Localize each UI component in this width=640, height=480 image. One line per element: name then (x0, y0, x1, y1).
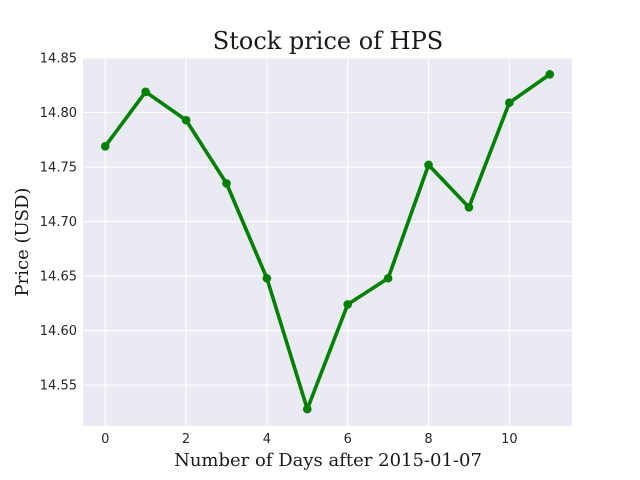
x-tick-label: 8 (424, 432, 432, 447)
data-point (141, 87, 150, 97)
price-line (103, 72, 552, 411)
x-tick-label: 4 (263, 432, 271, 447)
y-tick-label: 14.80 (40, 106, 77, 121)
y-tick-label: 14.70 (40, 215, 77, 230)
data-point (343, 300, 353, 309)
data-point (464, 203, 474, 212)
y-tick-label: 14.85 (40, 52, 77, 67)
data-point (424, 160, 433, 170)
x-axis-label: Number of Days after 2015-01-07 (174, 450, 482, 471)
data-point (262, 273, 272, 283)
chart-title: Stock price of HPS (213, 27, 443, 55)
y-axis-label: Price (USD) (12, 188, 33, 297)
data-point (383, 273, 393, 283)
x-tick-label: 0 (101, 432, 109, 447)
data-point (302, 404, 312, 414)
data-point (545, 70, 555, 79)
data-point (100, 142, 110, 151)
gridlines (83, 57, 572, 426)
data-point (181, 115, 191, 125)
y-tick-label: 14.75 (40, 161, 77, 176)
plot-area (83, 58, 572, 426)
y-axis-ticks: 14.55 14.60 14.65 14.70 14.75 14.80 14.85 (40, 52, 77, 394)
y-tick-label: 14.60 (40, 324, 77, 339)
x-axis-ticks: 0 2 4 6 8 10 (101, 432, 518, 447)
x-tick-label: 2 (182, 432, 190, 447)
y-tick-label: 14.65 (40, 270, 77, 285)
y-tick-label: 14.55 (40, 379, 77, 394)
data-series (100, 70, 555, 414)
x-tick-label: 10 (501, 432, 518, 447)
data-point (505, 98, 514, 108)
data-point (222, 179, 231, 188)
x-tick-label: 6 (344, 432, 352, 447)
